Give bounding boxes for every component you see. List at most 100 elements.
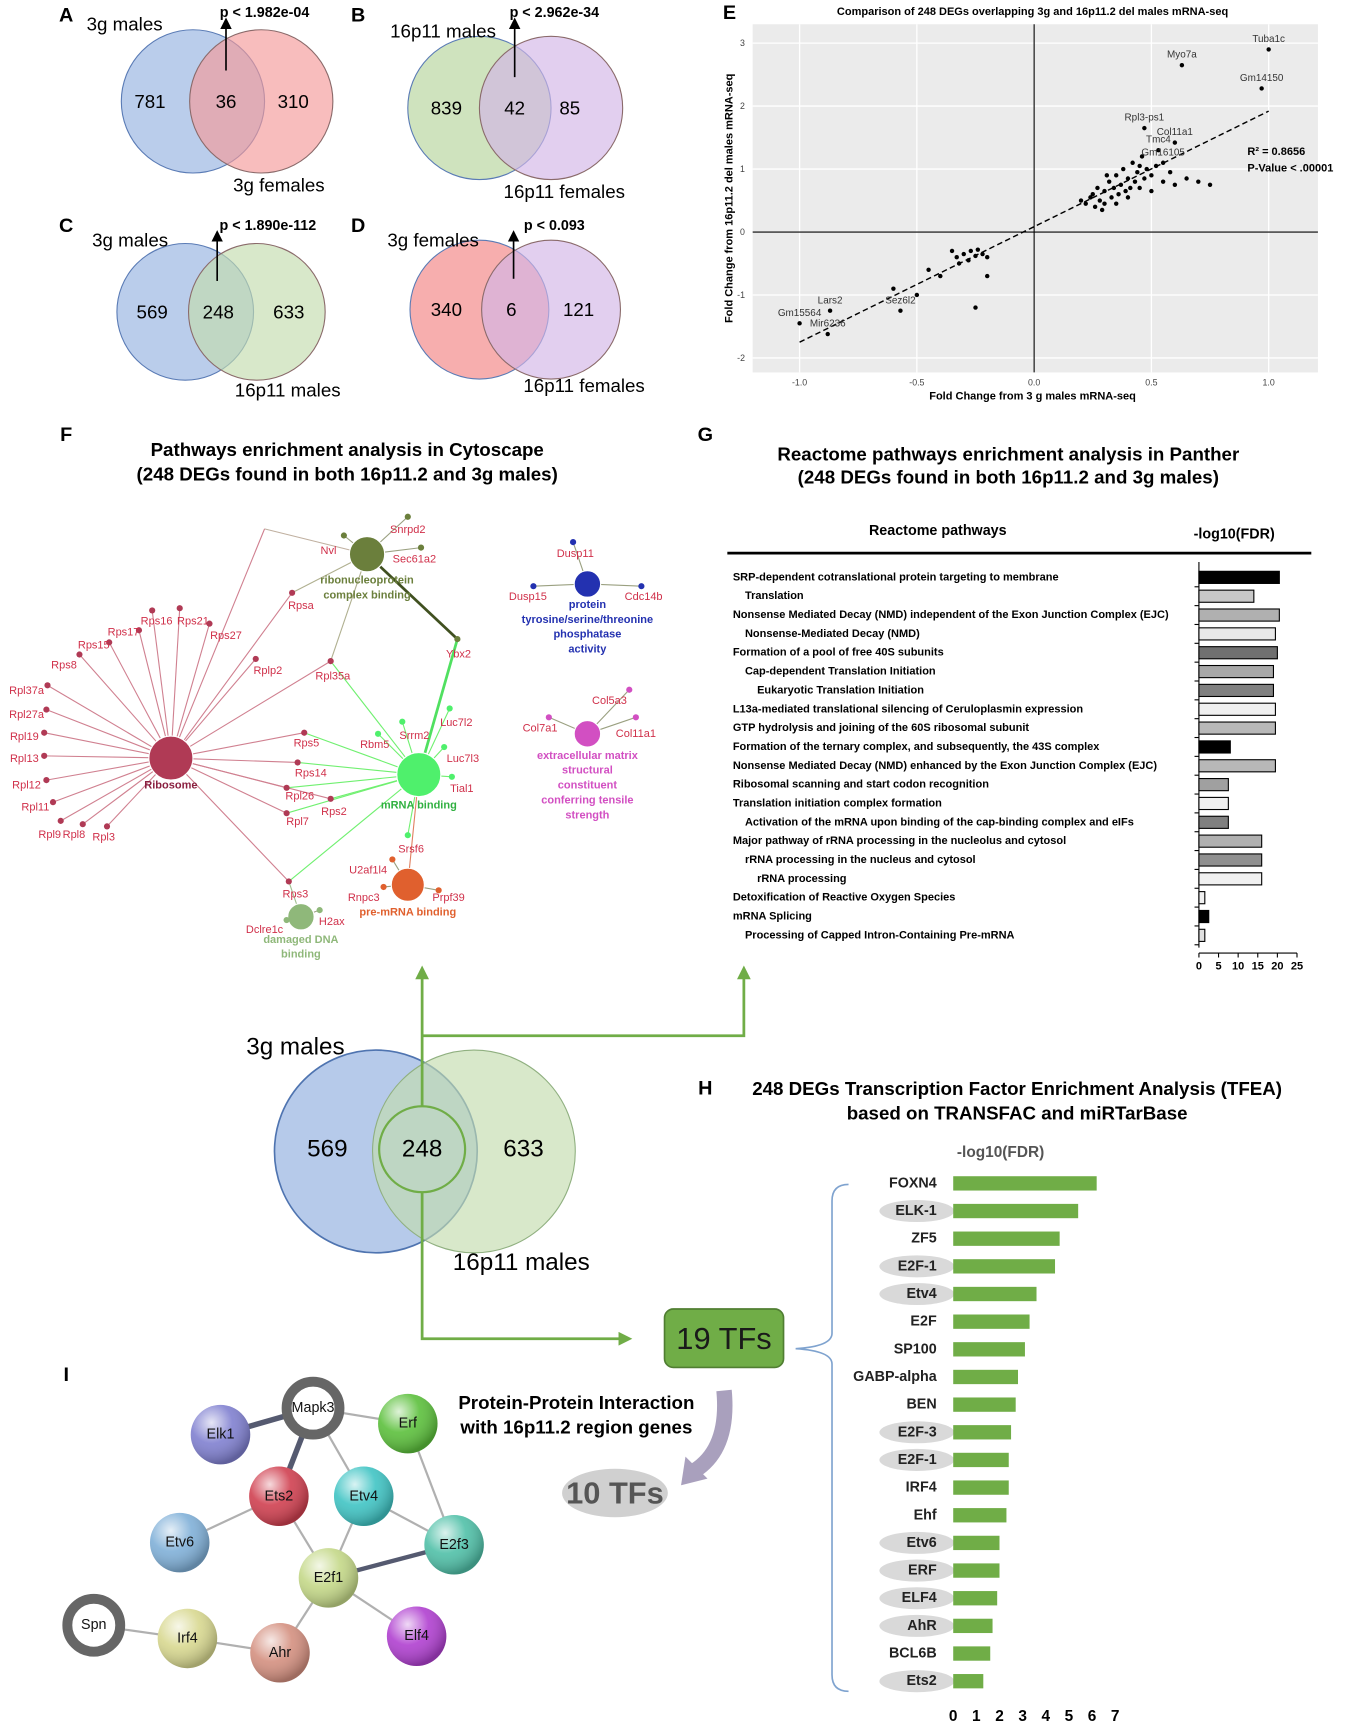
gene-node bbox=[76, 651, 83, 658]
gene-node bbox=[283, 916, 290, 924]
x-tick-label: 25 bbox=[1291, 960, 1303, 972]
data-point bbox=[1092, 204, 1098, 210]
network-edge bbox=[170, 660, 331, 759]
gene-node bbox=[448, 773, 455, 780]
x-tick-label: -0.5 bbox=[909, 377, 924, 387]
gene-label: Rpl12 bbox=[12, 780, 41, 792]
network-edge bbox=[170, 757, 290, 882]
category-label: Detoxification of Reactive Oxygen Specie… bbox=[733, 892, 956, 904]
network-title: Protein-Protein Interaction bbox=[458, 1392, 694, 1413]
venn-count: 85 bbox=[559, 97, 580, 118]
gene-label: Rplp2 bbox=[253, 665, 282, 677]
chart-title: based on TRANSFAC and miRTarBase bbox=[847, 1102, 1188, 1123]
venn-circle bbox=[189, 29, 334, 174]
ppi-node-shine bbox=[190, 1404, 251, 1465]
bar bbox=[953, 1646, 991, 1661]
network-title: (248 DEGs found in both 16p11.2 and 3g m… bbox=[137, 463, 558, 484]
venn-count: 633 bbox=[503, 1136, 543, 1163]
x-tick-label: 5 bbox=[1215, 960, 1221, 972]
hub-label: mRNA binding bbox=[381, 799, 457, 811]
point-label: Sez6l2 bbox=[885, 295, 916, 306]
gene-node bbox=[404, 513, 411, 520]
panel-letter: D bbox=[351, 215, 365, 237]
point-label: Gm16105 bbox=[1141, 147, 1185, 158]
chart-title: 248 DEGs Transcription Factor Enrichment… bbox=[752, 1078, 1282, 1099]
gene-node bbox=[399, 718, 406, 725]
data-point bbox=[985, 273, 990, 279]
gene-label: Rps16 bbox=[141, 615, 173, 627]
gene-label: Rpl8 bbox=[63, 829, 86, 841]
panel-letter: E bbox=[723, 2, 736, 24]
category-label: Ehf bbox=[914, 1507, 937, 1523]
gene-label: Tial1 bbox=[450, 783, 473, 795]
category-label: Formation of a pool of free 40S subunits bbox=[733, 647, 944, 659]
ppi-node-shine bbox=[386, 1606, 447, 1666]
x-tick-label: 20 bbox=[1271, 960, 1283, 972]
gene-label: Rps21 bbox=[177, 615, 209, 627]
data-point bbox=[1121, 166, 1126, 172]
category-label: Processing of Capped Intron-Containing P… bbox=[745, 929, 1015, 941]
data-point bbox=[926, 267, 931, 272]
gene-node bbox=[57, 817, 64, 824]
data-point bbox=[898, 308, 903, 313]
hub-label: activity bbox=[568, 644, 607, 656]
data-point bbox=[1104, 173, 1110, 178]
ppi-node-label: Elk1 bbox=[207, 1427, 235, 1443]
venn-count: 6 bbox=[506, 299, 516, 320]
panel-letter: F bbox=[60, 424, 72, 446]
x-tick-label: 0 bbox=[949, 1708, 958, 1725]
venn-count: 248 bbox=[402, 1136, 442, 1163]
bar bbox=[953, 1397, 1016, 1412]
venn-label: 16p11 females bbox=[504, 181, 625, 202]
data-point bbox=[1125, 176, 1131, 181]
network-edge bbox=[330, 554, 368, 662]
gene-node bbox=[301, 729, 308, 736]
tf-highlight bbox=[879, 1421, 955, 1444]
category-label: rRNA processing bbox=[757, 873, 846, 885]
network-edge bbox=[170, 592, 293, 759]
ppi-node bbox=[281, 1376, 345, 1440]
bar bbox=[1198, 664, 1275, 679]
tf-highlight bbox=[879, 1448, 955, 1471]
gene-node bbox=[44, 682, 51, 689]
gene-node bbox=[530, 583, 537, 590]
x-tick-label: 0.5 bbox=[1145, 377, 1157, 387]
gene-label: Rps5 bbox=[294, 738, 320, 750]
ppi-node-shine bbox=[378, 1393, 438, 1454]
hub-node bbox=[287, 902, 315, 931]
tf-box-label: 19 TFs bbox=[676, 1321, 771, 1356]
venn-count: 569 bbox=[307, 1136, 347, 1163]
point-label: Gm14150 bbox=[1240, 73, 1284, 84]
bar bbox=[953, 1259, 1056, 1274]
bar bbox=[953, 1480, 1009, 1495]
bar bbox=[1198, 891, 1206, 905]
bar bbox=[1198, 627, 1276, 641]
bar bbox=[1198, 928, 1206, 942]
gene-node bbox=[49, 799, 57, 806]
bar bbox=[1198, 909, 1210, 924]
y-tick-label: -2 bbox=[737, 353, 745, 363]
data-point bbox=[1116, 192, 1121, 197]
data-point bbox=[1184, 176, 1189, 181]
gene-label: Rpl26 bbox=[285, 791, 314, 803]
x-tick-label: 15 bbox=[1252, 960, 1264, 972]
gene-label: Rpl19 bbox=[10, 731, 39, 743]
point-label: Tuba1c bbox=[1252, 34, 1285, 45]
bar bbox=[1198, 796, 1229, 811]
hub-label: ribonucleoprotein bbox=[320, 575, 414, 587]
bar bbox=[953, 1618, 993, 1634]
hub-node bbox=[396, 752, 442, 798]
data-point bbox=[825, 331, 830, 337]
bar bbox=[953, 1203, 1079, 1219]
tf-ellipse-label: 10 TFs bbox=[566, 1476, 664, 1511]
data-point bbox=[1102, 201, 1107, 206]
data-point bbox=[1130, 160, 1135, 165]
gene-label: Rbm5 bbox=[360, 739, 389, 751]
data-point bbox=[1114, 173, 1119, 178]
y-tick-label: 3 bbox=[740, 38, 745, 48]
bar bbox=[1198, 853, 1263, 867]
bar bbox=[953, 1535, 1000, 1551]
category-label: ERF bbox=[908, 1563, 937, 1579]
data-point bbox=[1153, 163, 1159, 169]
gene-node bbox=[340, 532, 347, 539]
